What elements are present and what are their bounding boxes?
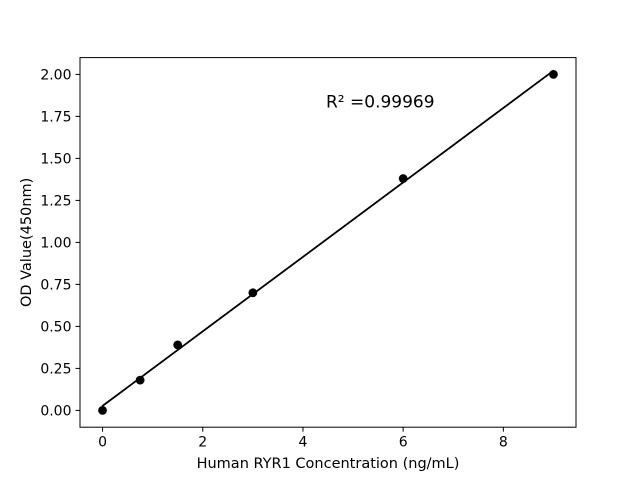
x-axis-ticks: 0 2 4 6 8 bbox=[98, 427, 508, 451]
y-axis-label: OD Value(450nm) bbox=[19, 178, 35, 307]
x-tick-label: 0 bbox=[98, 435, 107, 451]
data-points bbox=[98, 70, 558, 415]
x-tick-label: 8 bbox=[499, 435, 508, 451]
data-point bbox=[173, 340, 183, 350]
data-point bbox=[135, 375, 145, 385]
y-tick-label: 1.75 bbox=[40, 109, 71, 125]
plot-area bbox=[79, 57, 577, 428]
y-tick-label: 1.25 bbox=[40, 193, 71, 209]
x-tick-label: 6 bbox=[399, 435, 408, 451]
r-squared-annotation: R² =0.99969 bbox=[326, 92, 435, 112]
y-tick-label: 1.50 bbox=[40, 151, 71, 167]
data-point bbox=[398, 174, 408, 183]
x-tick-label: 4 bbox=[298, 435, 307, 451]
x-axis-label: Human RYR1 Concentration (ng/mL) bbox=[197, 456, 460, 472]
y-tick-label: 0.75 bbox=[40, 277, 71, 293]
y-tick-label: 0.25 bbox=[40, 361, 71, 377]
y-axis-ticks: 0.00 0.25 0.50 0.75 1.00 1.25 1.50 1.75 2.00 bbox=[40, 67, 80, 419]
y-tick-label: 0.50 bbox=[40, 319, 71, 335]
data-point bbox=[549, 70, 558, 79]
x-tick-label: 2 bbox=[198, 435, 207, 451]
data-point bbox=[248, 288, 258, 298]
y-tick-label: 2.00 bbox=[40, 67, 71, 83]
data-point bbox=[98, 406, 107, 415]
y-tick-label: 0.00 bbox=[40, 403, 71, 419]
regression-line bbox=[101, 69, 555, 407]
fit-line bbox=[101, 69, 555, 407]
y-tick-label: 1.00 bbox=[40, 235, 71, 251]
